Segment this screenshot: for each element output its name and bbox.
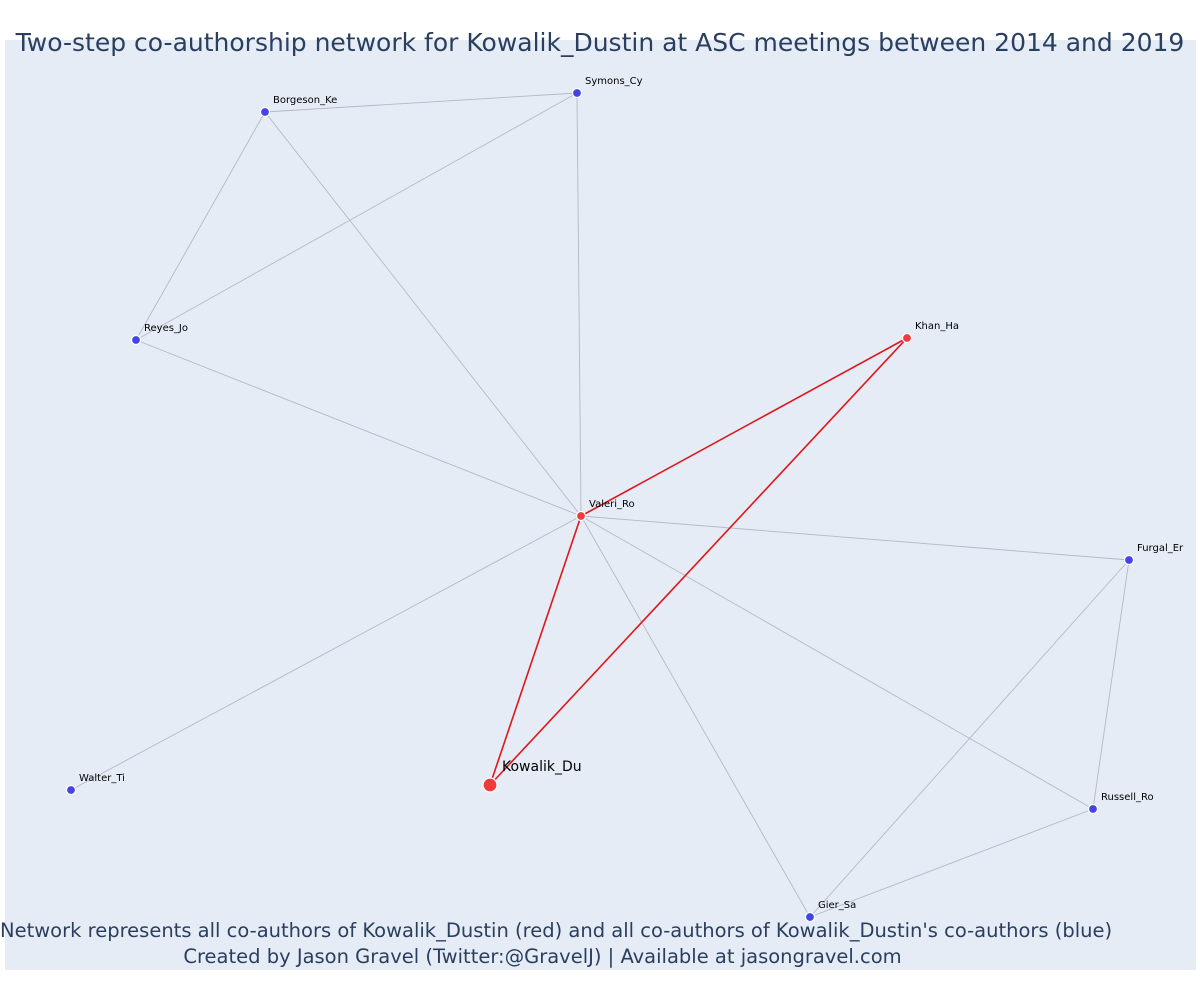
- node-label-Walter_Ti: Walter_Ti: [79, 773, 125, 784]
- chart-title: Two-step co-authorship network for Kowal…: [15, 28, 1185, 57]
- edge-Valeri_Ro-Gier_Sa: [580, 515, 811, 918]
- node-Russell_Ro[interactable]: [1087, 803, 1099, 815]
- node-Khan_Ha[interactable]: [901, 332, 913, 344]
- node-label-Furgal_Er: Furgal_Er: [1137, 543, 1184, 554]
- edge-Valeri_Ro-Borgeson_Ke: [264, 111, 582, 517]
- node-label-Khan_Ha: Khan_Ha: [915, 321, 959, 332]
- edge-Kowalik_Du-Valeri_Ro: [489, 515, 582, 786]
- node-Walter_Ti[interactable]: [65, 784, 77, 796]
- caption-line-1: Network represents all co-authors of Kow…: [0, 919, 1113, 942]
- node-Reyes_Jo[interactable]: [130, 334, 142, 346]
- edges-layer: [70, 92, 1130, 918]
- edge-Valeri_Ro-Russell_Ro: [580, 515, 1094, 810]
- nodes-layer: [65, 87, 1135, 923]
- edge-Furgal_Er-Russell_Ro: [1092, 559, 1130, 810]
- edge-Valeri_Ro-Symons_Cy: [576, 92, 582, 517]
- edge-Kowalik_Du-Khan_Ha: [489, 337, 908, 786]
- node-Kowalik_Du[interactable]: [482, 777, 498, 793]
- edge-Russell_Ro-Gier_Sa: [809, 808, 1094, 918]
- node-Symons_Cy[interactable]: [571, 87, 583, 99]
- node-label-Gier_Sa: Gier_Sa: [818, 900, 856, 911]
- node-Furgal_Er[interactable]: [1123, 554, 1135, 566]
- node-Valeri_Ro[interactable]: [575, 510, 587, 522]
- edge-Valeri_Ro-Walter_Ti: [70, 515, 582, 791]
- edge-Symons_Cy-Reyes_Jo: [135, 92, 578, 341]
- node-Gier_Sa[interactable]: [804, 911, 816, 923]
- edge-Valeri_Ro-Furgal_Er: [580, 515, 1130, 561]
- caption: Network represents all co-authors of Kow…: [0, 918, 1113, 970]
- edge-Valeri_Ro-Khan_Ha: [580, 337, 908, 517]
- edge-Furgal_Er-Gier_Sa: [809, 559, 1130, 918]
- node-label-Symons_Cy: Symons_Cy: [585, 76, 643, 87]
- labels-layer: Kowalik_Du Valeri_Ro Khan_Ha Borgeson_Ke Sym…: [79, 76, 1184, 911]
- node-label-Russell_Ro: Russell_Ro: [1101, 792, 1154, 803]
- edge-Borgeson_Ke-Reyes_Jo: [135, 111, 266, 341]
- edge-Valeri_Ro-Reyes_Jo: [135, 339, 582, 517]
- node-label-Borgeson_Ke: Borgeson_Ke: [273, 95, 337, 106]
- node-label-Kowalik_Du: Kowalik_Du: [502, 759, 582, 775]
- node-label-Reyes_Jo: Reyes_Jo: [144, 323, 188, 334]
- caption-line-2: Created by Jason Gravel (Twitter:@Gravel…: [183, 945, 902, 968]
- node-label-Valeri_Ro: Valeri_Ro: [589, 499, 635, 510]
- node-Borgeson_Ke[interactable]: [259, 106, 271, 118]
- edge-Borgeson_Ke-Symons_Cy: [264, 92, 578, 113]
